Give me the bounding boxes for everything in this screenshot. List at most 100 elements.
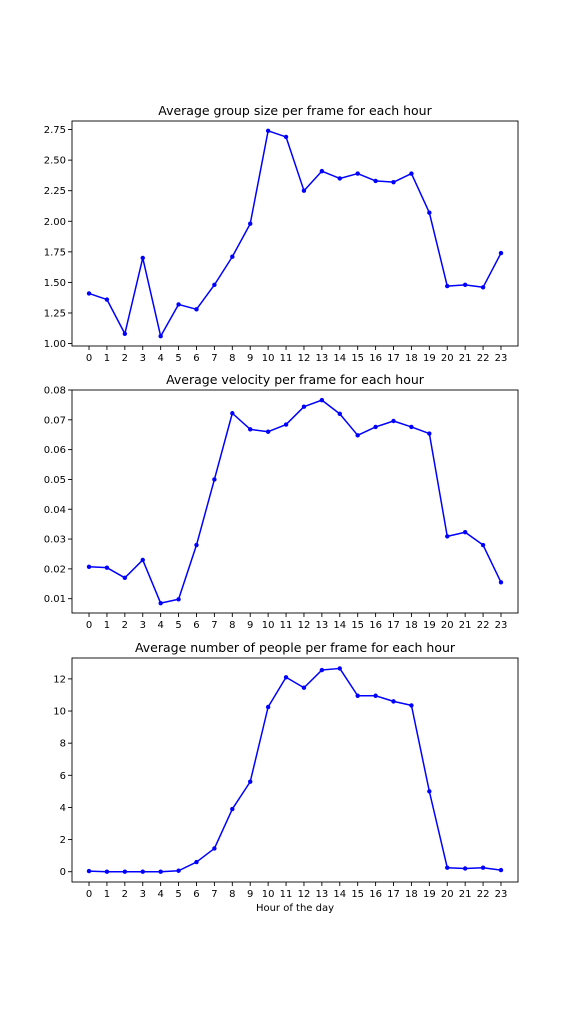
subplot-1: Average group size per frame for each ho… <box>44 103 519 364</box>
x-tick-label: 17 <box>387 889 400 900</box>
y-tick-label: 0.04 <box>44 505 66 516</box>
data-point <box>373 693 378 698</box>
x-tick-label: 18 <box>405 620 418 631</box>
data-point <box>462 530 468 535</box>
x-tick-label: 22 <box>477 889 490 900</box>
x-tick-label: 4 <box>157 620 163 631</box>
subplot-2: Average velocity per frame for each hour… <box>44 372 519 631</box>
data-point <box>194 859 199 865</box>
data-point <box>230 806 235 812</box>
data-point <box>176 868 181 873</box>
data-point <box>158 334 163 339</box>
data-point <box>337 411 342 417</box>
data-point <box>445 283 450 289</box>
x-tick-label: 12 <box>298 889 311 900</box>
x-tick-label: 7 <box>211 353 217 364</box>
x-tick-label: 5 <box>175 353 181 364</box>
y-tick-label: 8 <box>60 739 66 750</box>
x-tick-label: 23 <box>495 353 508 364</box>
axes-frame <box>71 657 519 883</box>
x-tick-label: 4 <box>157 353 163 364</box>
x-tick-label: 9 <box>247 620 253 631</box>
data-point <box>337 666 342 671</box>
axes-frame <box>71 389 519 614</box>
x-tick-label: 13 <box>316 353 329 364</box>
x-tick-label: 1 <box>104 353 110 364</box>
data-point <box>265 704 271 710</box>
y-tick-label: 0.06 <box>44 445 66 456</box>
data-point <box>480 865 486 870</box>
chart-title: Average number of people per frame for e… <box>135 640 456 655</box>
x-tick-label: 20 <box>441 353 454 364</box>
x-tick-label: 7 <box>211 620 217 631</box>
x-tick-label: 5 <box>175 620 181 631</box>
data-point <box>86 564 92 569</box>
x-tick-label: 18 <box>405 353 418 364</box>
data-point <box>498 867 504 873</box>
y-tick-label: 12 <box>53 674 66 685</box>
data-point <box>194 307 199 312</box>
x-tick-label: 11 <box>280 620 293 631</box>
data-point <box>480 285 486 290</box>
data-point <box>158 600 163 606</box>
data-point <box>373 178 378 184</box>
data-point <box>86 291 92 296</box>
y-tick-label: 10 <box>53 707 66 718</box>
x-tick-label: 2 <box>122 889 128 900</box>
x-tick-label: 10 <box>262 353 275 364</box>
data-point <box>122 869 128 874</box>
data-point <box>283 675 289 680</box>
data-point <box>158 869 163 874</box>
data-point <box>104 297 110 302</box>
y-tick-label: 0.07 <box>44 415 66 426</box>
x-tick-label: 21 <box>459 353 472 364</box>
data-point <box>265 429 271 434</box>
x-tick-label: 20 <box>441 620 454 631</box>
x-tick-label: 6 <box>193 353 199 364</box>
data-point <box>86 868 92 874</box>
data-point <box>176 597 181 602</box>
x-tick-label: 23 <box>495 620 508 631</box>
data-point <box>301 685 307 690</box>
x-tick-label: 19 <box>423 889 436 900</box>
x-tick-label: 3 <box>140 620 146 631</box>
series-line <box>88 130 502 337</box>
x-tick-label: 14 <box>333 620 346 631</box>
data-point <box>355 693 360 698</box>
y-tick-label: 0.08 <box>44 386 66 397</box>
y-tick-label: 2 <box>60 835 66 846</box>
axes-frame <box>71 120 519 347</box>
data-point <box>409 171 414 176</box>
y-tick-label: 1.50 <box>44 278 66 289</box>
data-point <box>230 411 235 416</box>
data-point <box>445 865 450 870</box>
x-tick-label: 16 <box>369 889 382 900</box>
x-tick-label: 14 <box>333 889 346 900</box>
x-tick-label: 20 <box>441 889 454 900</box>
data-point <box>373 424 378 430</box>
x-tick-label: 6 <box>193 620 199 631</box>
x-axis-label: Hour of the day <box>256 903 334 914</box>
data-point <box>265 128 271 133</box>
x-tick-label: 5 <box>175 889 181 900</box>
x-tick-label: 13 <box>316 620 329 631</box>
x-tick-label: 0 <box>86 889 92 900</box>
x-tick-label: 13 <box>316 889 329 900</box>
data-point <box>409 703 414 708</box>
data-point <box>409 424 414 430</box>
x-tick-label: 21 <box>459 889 472 900</box>
data-point <box>462 282 468 288</box>
y-tick-label: 0.05 <box>44 475 66 486</box>
subplot-3: Average number of people per frame for e… <box>53 640 519 914</box>
x-tick-label: 16 <box>369 353 382 364</box>
data-point <box>391 418 396 424</box>
x-tick-label: 3 <box>140 889 146 900</box>
x-tick-label: 18 <box>405 889 418 900</box>
data-point <box>427 431 432 436</box>
y-tick-label: 6 <box>60 771 66 782</box>
y-tick-label: 2.00 <box>44 217 66 228</box>
x-tick-label: 1 <box>104 620 110 631</box>
y-tick-label: 0.03 <box>44 535 66 546</box>
